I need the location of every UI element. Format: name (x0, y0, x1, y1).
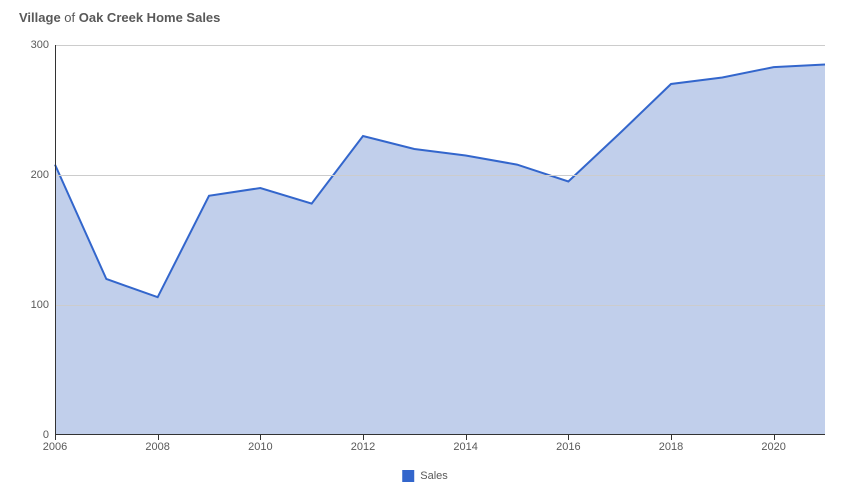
x-tick-label: 2014 (453, 435, 477, 453)
y-tick-label: 200 (31, 169, 55, 181)
x-tick-label: 2012 (351, 435, 375, 453)
grid-line (55, 305, 825, 306)
chart-container: Village of Oak Creek Home Sales 01002003… (15, 10, 835, 490)
title-of: of (64, 10, 75, 25)
x-tick-label: 2016 (556, 435, 580, 453)
y-axis (55, 45, 56, 435)
chart-title: Village of Oak Creek Home Sales (15, 10, 835, 25)
plot-area: 0100200300200620082010201220142016201820… (55, 45, 825, 435)
area-chart-svg (55, 45, 825, 435)
grid-line (55, 45, 825, 46)
legend-swatch (402, 470, 414, 482)
title-suffix: Oak Creek Home Sales (75, 10, 220, 25)
x-tick-label: 2018 (659, 435, 683, 453)
x-tick-label: 2020 (761, 435, 785, 453)
legend: Sales (402, 470, 448, 482)
grid-line (55, 175, 825, 176)
x-tick-label: 2008 (145, 435, 169, 453)
title-prefix: Village (19, 10, 64, 25)
y-tick-label: 100 (31, 299, 55, 311)
y-tick-label: 300 (31, 39, 55, 51)
x-tick-label: 2010 (248, 435, 272, 453)
area-fill (55, 65, 825, 436)
legend-label: Sales (420, 470, 448, 482)
x-axis (55, 434, 825, 435)
x-tick-label: 2006 (43, 435, 67, 453)
